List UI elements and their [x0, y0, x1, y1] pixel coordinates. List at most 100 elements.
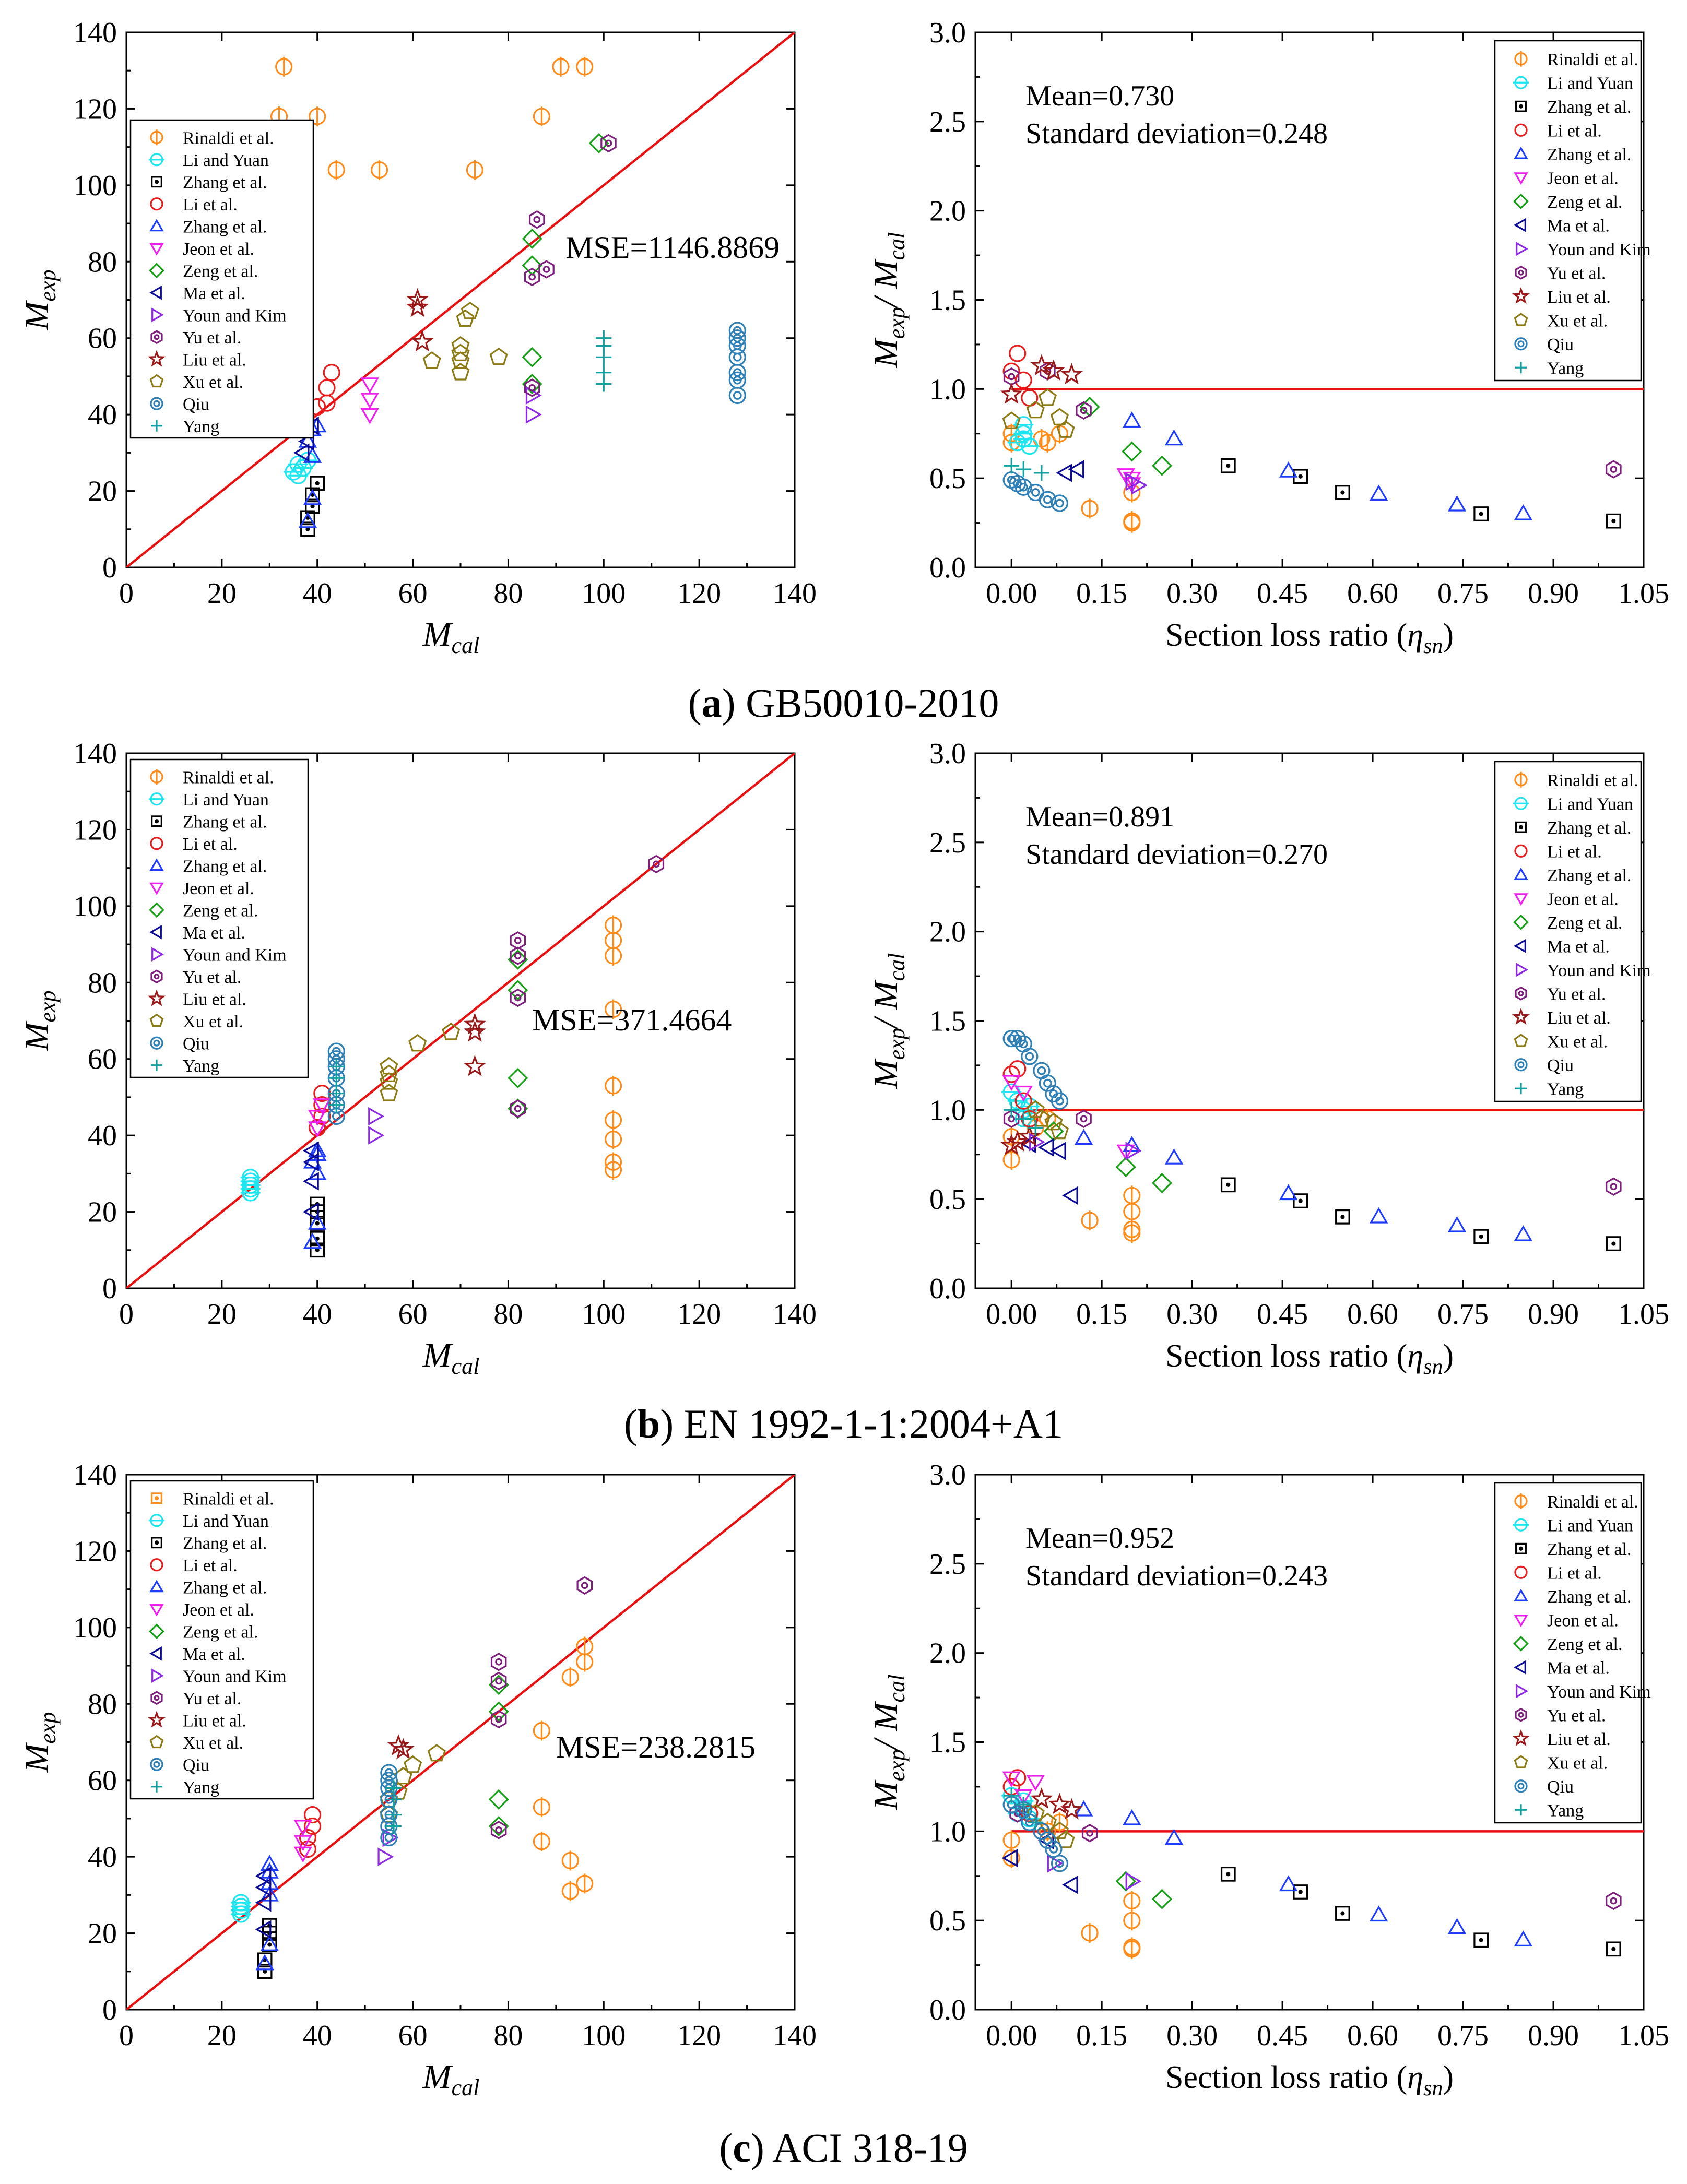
- data-point: [308, 1110, 327, 1126]
- legend-marker: [151, 176, 162, 188]
- data-point: [1473, 1229, 1489, 1244]
- mean-annotation: Mean=0.730: [1025, 80, 1174, 112]
- data-point: [1037, 1138, 1054, 1157]
- data-point: [308, 1214, 327, 1230]
- legend-label: Yang: [183, 1057, 219, 1076]
- legend-marker: [149, 1604, 164, 1617]
- legend-label: Li and Yuan: [1547, 1516, 1633, 1535]
- data-point: [1074, 1129, 1093, 1145]
- legend-frame: [1494, 1482, 1642, 1824]
- data-point: [488, 1789, 509, 1810]
- x-axis-label: Section loss ratio (ηsn): [1165, 1338, 1454, 1379]
- data-point: [328, 1085, 345, 1101]
- data-point: [1002, 1771, 1021, 1788]
- legend-marker: [1514, 1034, 1528, 1047]
- data-point: [408, 1034, 427, 1052]
- legend-marker: [1516, 242, 1528, 256]
- legend-marker: [1514, 1660, 1526, 1675]
- legend-label: Zhang et al.: [183, 217, 267, 236]
- y-tick-label: 1.0: [929, 1815, 966, 1848]
- data-point: [1009, 1030, 1027, 1048]
- legend-label: Youn and Kim: [1547, 961, 1651, 980]
- data-point: [288, 467, 309, 484]
- x-tick-label: 100: [582, 577, 626, 610]
- legend-label: Zhang et al.: [1547, 818, 1631, 838]
- legend-marker: [151, 1668, 164, 1683]
- legend-marker: [150, 1758, 163, 1771]
- legend-marker: [149, 219, 164, 232]
- data-point: [538, 260, 555, 279]
- data-point: [309, 106, 326, 127]
- mse-annotation: MSE=238.2815: [556, 1730, 756, 1764]
- legend-marker: [151, 1537, 162, 1549]
- legend-marker: [1514, 1779, 1528, 1793]
- y-tick-label: 40: [88, 1120, 117, 1152]
- data-point: [257, 1964, 273, 1979]
- x-tick-label: 0.00: [986, 2020, 1037, 2052]
- data-point: [490, 1710, 507, 1729]
- data-point: [377, 1847, 394, 1866]
- x-tick-label: 20: [207, 2020, 237, 2052]
- data-point: [1026, 1775, 1045, 1791]
- legend-marker: [1514, 1615, 1528, 1628]
- data-point: [604, 1075, 622, 1096]
- legend-marker: [1513, 914, 1529, 930]
- x-tick-label: 0.45: [1257, 577, 1308, 610]
- data-point: [380, 1084, 398, 1101]
- data-point: [1056, 420, 1075, 438]
- legend-label: Li et al.: [183, 835, 238, 854]
- data-point: [1606, 460, 1622, 479]
- data-point: [303, 1153, 319, 1172]
- data-point: [596, 330, 612, 346]
- x-tick-label: 80: [493, 2020, 523, 2052]
- y-axis-label: Mexp/ Mcal: [867, 953, 910, 1089]
- caption-b: (b) EN 1992-1-1:2004+A1: [623, 1401, 1064, 1446]
- data-point: [533, 106, 551, 127]
- data-point: [588, 133, 609, 153]
- data-point: [1369, 1905, 1388, 1922]
- x-axis-label: Mcal: [422, 1336, 480, 1379]
- data-point: [1045, 1840, 1063, 1858]
- data-point: [1335, 485, 1350, 500]
- data-point: [427, 1744, 446, 1762]
- legend-label: Yang: [1547, 1079, 1584, 1099]
- data-point: [1002, 1075, 1021, 1091]
- data-point: [604, 1110, 622, 1130]
- legend-label: Zhang et al.: [1547, 145, 1631, 164]
- legend-label: Rinaldi et al.: [1547, 771, 1638, 790]
- y-tick-label: 1.0: [929, 1094, 966, 1126]
- x-tick-label: 80: [493, 1298, 523, 1331]
- data-point: [522, 255, 542, 276]
- data-point: [510, 946, 526, 965]
- legend-label: Qiu: [1547, 335, 1574, 354]
- legend-marker: [1514, 51, 1528, 67]
- data-point: [386, 1807, 402, 1823]
- data-point: [576, 1636, 594, 1657]
- data-point: [303, 489, 322, 505]
- data-point: [392, 1738, 415, 1760]
- data-point: [275, 56, 293, 77]
- legend-label: Li and Yuan: [183, 1512, 269, 1531]
- data-point: [293, 1820, 312, 1836]
- reference-line-y-equals-x: [126, 32, 795, 567]
- x-tick-label: 0.75: [1437, 1298, 1489, 1331]
- data-point: [360, 408, 379, 424]
- legend-marker: [1514, 1493, 1528, 1509]
- data-point: [368, 1107, 384, 1126]
- x-axis-label: Mcal: [422, 2058, 480, 2100]
- y-tick-label: 20: [88, 1918, 117, 1950]
- legend-label: Jeon et al.: [1547, 169, 1619, 188]
- data-point: [1606, 1236, 1621, 1251]
- y-tick-label: 0: [102, 1273, 117, 1305]
- x-tick-label: 1.05: [1618, 1298, 1669, 1331]
- legend-label: Rinaldi et al.: [1547, 1492, 1638, 1512]
- x-tick-label: 120: [677, 577, 721, 610]
- data-point: [1076, 1109, 1092, 1129]
- x-tick-label: 0.75: [1437, 577, 1489, 610]
- data-point: [1081, 1210, 1099, 1231]
- legend-label: Zhang et al.: [1547, 866, 1631, 885]
- y-tick-label: 100: [73, 170, 117, 202]
